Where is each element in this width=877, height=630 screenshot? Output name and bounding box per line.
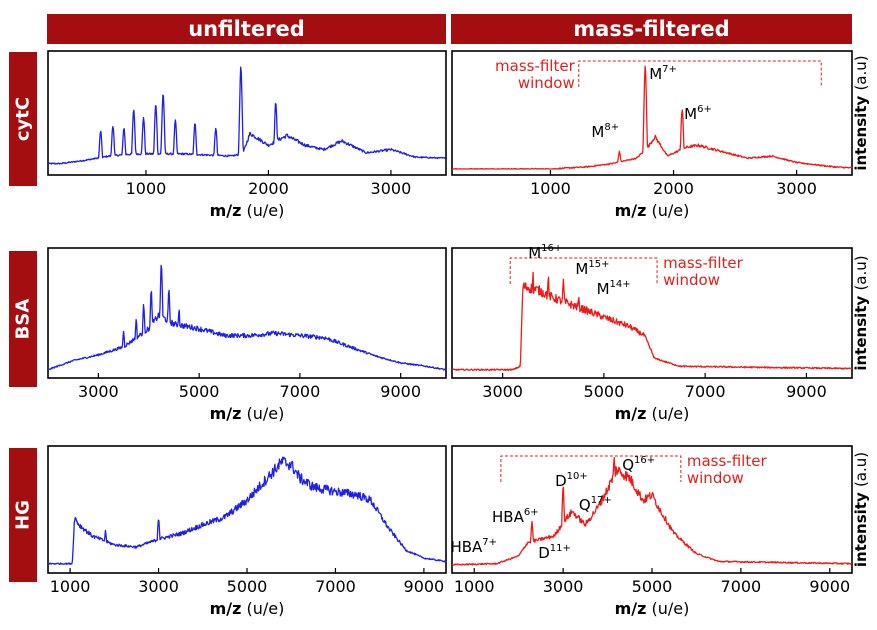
x-tick-label: 5000 [227,577,268,596]
column-header-filtered: mass-filtered [451,14,852,44]
y-axis-label: intensity (a.u) [852,452,870,567]
spectrum-line [47,66,447,165]
x-tick-label: 3000 [78,382,119,401]
x-tick-label: 3000 [371,179,412,198]
panel-cytC-unfiltered: 1000 2000 3000 m/z (u/e) [47,50,447,220]
plot-frame [451,50,853,176]
x-axis-label: m/z (u/e) [210,599,285,618]
mass-filter-window-label: mass-filter [495,57,576,75]
mass-filter-window-label: mass-filter [663,254,744,272]
peak-label: D10+ [555,471,588,490]
mass-filter-window-label: window [518,74,575,92]
x-tick-label: 3000 [482,382,523,401]
x-tick-label: 9000 [404,577,445,596]
mass-filter-window-bracket [509,257,658,284]
x-tick-label: 5000 [179,382,220,401]
x-tick-label: 7000 [685,382,726,401]
spectrum-line [451,456,853,566]
peak-label: M14+ [597,279,631,298]
spectrum-line [47,264,447,371]
peak-label: M8+ [591,122,619,141]
x-tick-label: 7000 [721,577,762,596]
peak-label: M16+ [528,243,562,262]
peak-label: D11+ [538,543,571,562]
x-axis-label: m/z (u/e) [210,201,285,220]
x-axis-label: m/z (u/e) [615,201,690,220]
spectrum-line [451,65,853,170]
peak-label: M7+ [649,64,677,83]
x-tick-label: 7000 [280,382,321,401]
x-axis-label: m/z (u/e) [615,599,690,618]
plot-frame [47,247,447,379]
column-header-unfiltered: unfiltered [47,14,446,44]
mass-filter-window-label: window [663,271,720,289]
spectrum-line [47,456,447,565]
mass-filter-window-bracket [500,455,682,482]
x-tick-label: 3000 [543,577,584,596]
row-header-hg: HG [9,448,37,582]
peak-label: HBA6+ [492,507,539,526]
x-tick-label: 9000 [380,382,421,401]
plot-frame [47,50,447,176]
panel-HG-unfiltered: 1000 3000 5000 7000 9000 m/z (u/e) [47,445,447,618]
x-tick-label: 3000 [776,179,817,198]
x-tick-label: 9000 [809,577,850,596]
y-axis-label: intensity (a.u) [852,55,870,170]
spectrum-line [451,271,853,372]
x-tick-label: 2000 [653,179,694,198]
x-tick-label: 1000 [454,577,495,596]
panel-HG-filtered: 1000 3000 5000 7000 9000 m/z (u/e) intensity (… [450,445,870,618]
plot-frame [47,445,447,574]
x-tick-label: 2000 [248,179,289,198]
mass-filter-window-label: window [687,469,744,487]
peak-label: HBA7+ [450,537,497,556]
mass-filter-window-label: mass-filter [687,452,768,470]
x-tick-label: 5000 [584,382,625,401]
mass-filter-window-bracket [578,60,822,87]
peak-label: Q16+ [622,455,655,474]
x-tick-label: 9000 [786,382,827,401]
peak-label: Q17+ [579,495,612,514]
x-tick-label: 1000 [50,577,91,596]
x-tick-label: 1000 [126,179,167,198]
x-tick-label: 3000 [138,577,179,596]
x-tick-label: 5000 [632,577,673,596]
row-header-bsa: BSA [9,251,37,387]
plot-frame [451,247,853,379]
panel-BSA-filtered: 3000 5000 7000 9000 m/z (u/e) intensity (a.u)… [451,243,870,423]
panel-cytC-filtered: 1000 2000 3000 m/z (u/e) intensity (a.u) mass… [451,50,870,220]
peak-label: M6+ [684,104,712,123]
peak-label: M15+ [575,259,609,278]
panel-BSA-unfiltered: 3000 5000 7000 9000 m/z (u/e) [47,247,447,423]
y-axis-label: intensity (a.u) [852,255,870,370]
x-tick-label: 1000 [530,179,571,198]
x-axis-label: m/z (u/e) [210,404,285,423]
row-header-cytc: cytC [9,52,37,186]
x-tick-label: 7000 [315,577,356,596]
x-axis-label: m/z (u/e) [615,404,690,423]
